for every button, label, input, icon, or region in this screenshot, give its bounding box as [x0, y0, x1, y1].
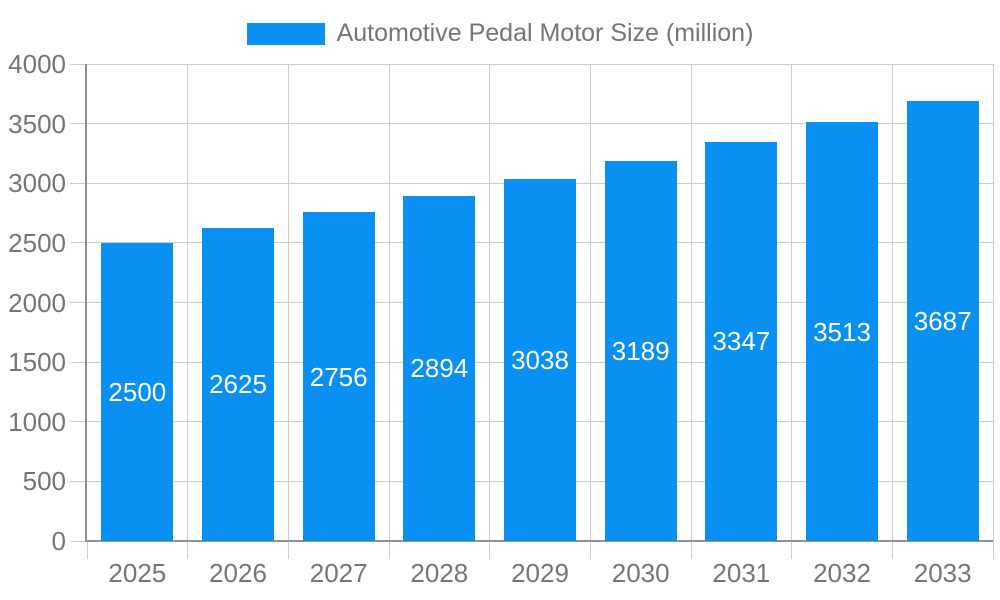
bar[interactable]: [202, 227, 274, 541]
x-axis-tick: [791, 541, 793, 559]
y-axis-tick: [70, 540, 87, 542]
x-axis-tick: [992, 541, 994, 559]
x-axis-tick: [86, 541, 88, 559]
bar-value-label: 2625: [209, 369, 267, 400]
bar-value-label: 3347: [712, 326, 771, 357]
y-tick-label: 3500: [8, 108, 66, 139]
x-tick-label: 2032: [813, 558, 871, 588]
x-axis-tick: [589, 541, 591, 559]
bar-value-label: 3189: [611, 335, 670, 366]
y-axis-tick: [70, 421, 87, 423]
y-axis-line: [85, 64, 87, 541]
bar-value-label: 3513: [813, 316, 871, 347]
y-tick-label: 2500: [8, 227, 66, 258]
x-axis-tick: [287, 541, 289, 559]
x-axis-tick: [489, 541, 491, 559]
y-tick-label: 1500: [8, 347, 66, 378]
x-tick-label: 2029: [511, 558, 569, 588]
y-axis-tick: [70, 302, 87, 303]
y-gridline: [87, 123, 993, 125]
legend[interactable]: Automotive Pedal Motor Size (million): [0, 19, 1000, 48]
bar-value-label: 3687: [913, 306, 972, 337]
x-gridline: [187, 64, 189, 541]
x-gridline: [489, 64, 491, 541]
bar[interactable]: [806, 122, 878, 541]
x-tick-label: 2027: [309, 558, 368, 588]
bar-value-label: 3038: [511, 344, 569, 375]
x-tick-label: 2026: [209, 558, 267, 588]
x-tick-label: 2033: [913, 558, 972, 588]
x-gridline: [388, 64, 390, 541]
x-axis-tick: [187, 541, 189, 559]
y-axis-tick: [70, 480, 87, 482]
y-tick-label: 500: [22, 466, 66, 497]
y-gridline: [87, 63, 993, 65]
bar[interactable]: [302, 212, 375, 541]
y-tick-label: 4000: [8, 49, 66, 79]
x-gridline: [992, 64, 994, 541]
bar-value-label: 2756: [309, 361, 368, 392]
bar-value-label: 2500: [108, 376, 167, 407]
legend-swatch-icon: [246, 22, 325, 45]
x-gridline: [589, 64, 591, 541]
bar[interactable]: [101, 242, 174, 541]
y-axis-tick: [70, 63, 87, 65]
x-axis-tick: [891, 541, 893, 559]
y-axis-tick: [70, 182, 87, 184]
y-tick-label: 3000: [8, 168, 66, 199]
x-gridline: [891, 64, 893, 541]
y-tick-label: 1000: [8, 406, 66, 437]
bar[interactable]: [705, 141, 778, 541]
y-axis-tick: [70, 361, 87, 363]
y-tick-label: 0: [51, 526, 66, 556]
x-axis-tick: [690, 541, 692, 559]
x-axis-tick: [388, 541, 390, 559]
x-gridline: [287, 64, 289, 541]
x-axis-line: [85, 540, 993, 542]
legend-label: Automotive Pedal Motor Size (million): [336, 19, 754, 47]
x-gridline: [791, 64, 793, 541]
y-tick-label: 2000: [8, 287, 66, 318]
x-tick-label: 2028: [410, 558, 469, 588]
bar[interactable]: [504, 178, 576, 541]
bar-value-label: 2894: [410, 353, 469, 384]
x-tick-label: 2030: [611, 558, 670, 588]
y-axis-tick: [70, 242, 87, 244]
x-tick-label: 2031: [712, 558, 771, 588]
x-gridline: [690, 64, 692, 541]
bar[interactable]: [403, 195, 476, 541]
y-axis-tick: [70, 123, 87, 125]
bar[interactable]: [906, 101, 979, 541]
bar[interactable]: [604, 160, 677, 541]
x-tick-label: 2025: [108, 558, 167, 588]
